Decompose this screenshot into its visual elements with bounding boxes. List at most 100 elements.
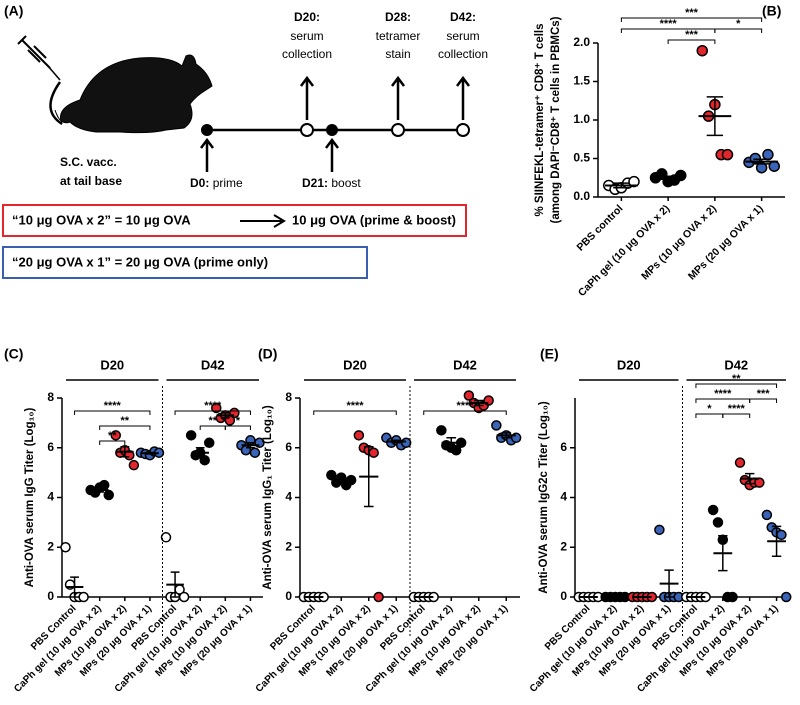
significance-label: ** xyxy=(108,430,117,442)
group-header: D42 xyxy=(453,357,477,372)
day-label: D21: boost xyxy=(302,176,361,190)
error-bar xyxy=(220,412,230,419)
panel-label: (B) xyxy=(762,3,781,19)
data-point xyxy=(103,489,114,501)
group-header: D20 xyxy=(100,357,124,372)
data-point xyxy=(128,459,140,471)
panel-label: (E) xyxy=(540,346,559,362)
y-tick-label: 2.0 xyxy=(573,35,590,49)
mouse xyxy=(54,54,213,134)
y-tick-label: 0 xyxy=(285,589,292,603)
error-bar xyxy=(145,451,155,455)
data-point xyxy=(326,469,337,481)
syringe xyxy=(17,35,51,69)
arrows xyxy=(200,75,470,172)
data-point xyxy=(353,430,365,441)
significance-bracket xyxy=(423,410,507,415)
error-bar xyxy=(195,447,205,459)
error-bar xyxy=(363,446,374,508)
significance-label: ** xyxy=(121,415,130,427)
y-axis-label: (among DAPI⁻CD8⁺ T cells in PBMCs) xyxy=(550,16,562,223)
data-point xyxy=(674,169,687,182)
data-point xyxy=(368,447,379,458)
y-tick-label: 0.0 xyxy=(573,189,590,203)
error-bar xyxy=(706,96,724,137)
x-tick-label: PBS Control xyxy=(543,603,593,653)
data-point xyxy=(654,524,665,536)
y-tick-label: 2 xyxy=(560,539,567,553)
group-header: D42 xyxy=(724,357,748,372)
data-point xyxy=(780,591,792,603)
x-tick-label: PBS control xyxy=(574,203,625,254)
significance-label: **** xyxy=(104,400,122,412)
day: D0: xyxy=(190,176,209,190)
y-tick-label: 6 xyxy=(47,440,54,454)
day: D42: xyxy=(450,10,476,24)
significance-bracket xyxy=(174,410,251,415)
x-tick-label: CaPh gel (10 μg OVA x 2) xyxy=(576,203,672,299)
arrow xyxy=(240,214,286,228)
event: serum xyxy=(290,29,323,43)
error-bar xyxy=(473,399,484,407)
mouse-tail xyxy=(49,81,63,126)
injection-text: S.C. vacc. xyxy=(60,155,117,169)
dose-text: “20 μg OVA x 1” = 20 μg OVA (prime only) xyxy=(12,254,268,269)
day-label: D0: prime xyxy=(190,176,243,190)
error-bar xyxy=(95,487,105,493)
significance-bracket xyxy=(620,17,763,22)
significance-bracket xyxy=(695,413,724,418)
error-bar xyxy=(336,476,347,484)
data-point xyxy=(776,529,787,541)
data-point xyxy=(211,402,222,414)
y-tick-label: 2 xyxy=(47,539,54,553)
significance-label: *** xyxy=(685,7,699,19)
y-axis-label: Anti-OVA serum IgG₁ Titer (Log₁₀) xyxy=(262,405,274,590)
significance-label: **** xyxy=(728,403,746,415)
data-point xyxy=(491,420,502,431)
event: prime xyxy=(213,176,243,190)
panel-label: (D) xyxy=(258,346,277,362)
error-bar xyxy=(501,432,512,439)
needle xyxy=(47,65,61,81)
y-tick-label: 1.0 xyxy=(573,112,590,126)
significance-label: * xyxy=(736,18,741,30)
significance-bracket xyxy=(749,398,778,403)
data-point xyxy=(78,591,89,603)
error-bar xyxy=(718,535,728,572)
significance-label: * xyxy=(236,415,241,427)
event: boost xyxy=(331,176,361,190)
event: tetramer xyxy=(376,29,421,43)
dose-text: 10 μg OVA (prime & boost) xyxy=(292,212,456,227)
error-bar xyxy=(753,158,770,165)
data-point xyxy=(463,390,475,401)
error-bar xyxy=(771,525,782,557)
y-tick-label: 4 xyxy=(47,490,54,504)
data-point xyxy=(721,148,734,161)
y-axis-label: Anti-OVA serum IgG Titer (Log₁₀) xyxy=(24,407,36,587)
timepoint xyxy=(326,124,338,136)
significance-label: **** xyxy=(714,388,732,400)
group-header: D20 xyxy=(343,357,367,372)
data-point xyxy=(110,430,122,441)
significance-label: **** xyxy=(346,400,364,412)
panel-label: (C) xyxy=(4,346,23,362)
significance-label: * xyxy=(707,403,712,415)
data-point xyxy=(436,425,447,436)
significance-bracket xyxy=(667,39,716,44)
event: serum xyxy=(446,29,479,43)
data-point xyxy=(707,504,719,516)
timepoint xyxy=(456,123,470,137)
significance-label: **** xyxy=(456,400,474,412)
y-tick-label: 0 xyxy=(560,589,567,603)
significance-label: *** xyxy=(685,29,699,41)
error-bar xyxy=(659,175,677,181)
dose-box xyxy=(2,204,467,237)
significance-bracket xyxy=(99,440,126,445)
y-axis-label: Anti-OVA serum IgG2c Titer (Log₁₀) xyxy=(538,401,550,594)
data-point xyxy=(373,591,384,603)
event: stain xyxy=(385,47,410,61)
dose-box xyxy=(2,246,368,279)
data-point xyxy=(727,591,738,603)
significance-bracket xyxy=(714,28,763,33)
